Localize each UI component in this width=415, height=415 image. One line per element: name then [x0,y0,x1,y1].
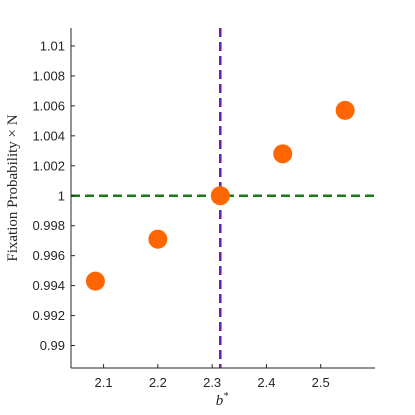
y-tick-label: 0.996 [32,248,65,263]
y-tick-label: 1.004 [32,128,65,143]
axes [70,28,375,369]
y-tick-label: 1 [58,188,65,203]
x-tick-label: 2.2 [149,375,167,390]
y-ticks: 0.99 0.992 0.994 0.996 0.998 1 1.002 1.004 1.006… [32,38,75,353]
x-tick-label: 2.5 [312,375,330,390]
x-axis-label-base: b [216,393,224,409]
y-tick-label: 1.008 [32,68,65,83]
y-tick-label: 1.002 [32,158,65,173]
x-tick-label: 2.4 [257,375,275,390]
y-tick-label: 0.994 [32,278,65,293]
data-points [85,100,355,291]
x-ticks: 2.1 2.2 2.3 2.4 2.5 [95,364,330,390]
y-tick-label: 0.992 [32,308,65,323]
x-tick-label: 2.1 [95,375,113,390]
data-point-1 [85,271,105,291]
x-axis-label: b* [216,391,229,409]
data-point-4 [273,144,293,164]
data-point-2 [148,229,168,249]
data-point-3 [210,186,230,206]
y-tick-label: 1.01 [40,38,65,53]
data-point-5 [335,100,355,120]
x-axis-label-superscript: * [223,391,228,402]
x-tick-label: 2.3 [203,375,221,390]
y-tick-label: 1.006 [32,98,65,113]
y-tick-label: 0.998 [32,218,65,233]
y-tick-label: 0.99 [40,338,65,353]
y-axis-label: Fixation Probability × N [5,114,21,261]
